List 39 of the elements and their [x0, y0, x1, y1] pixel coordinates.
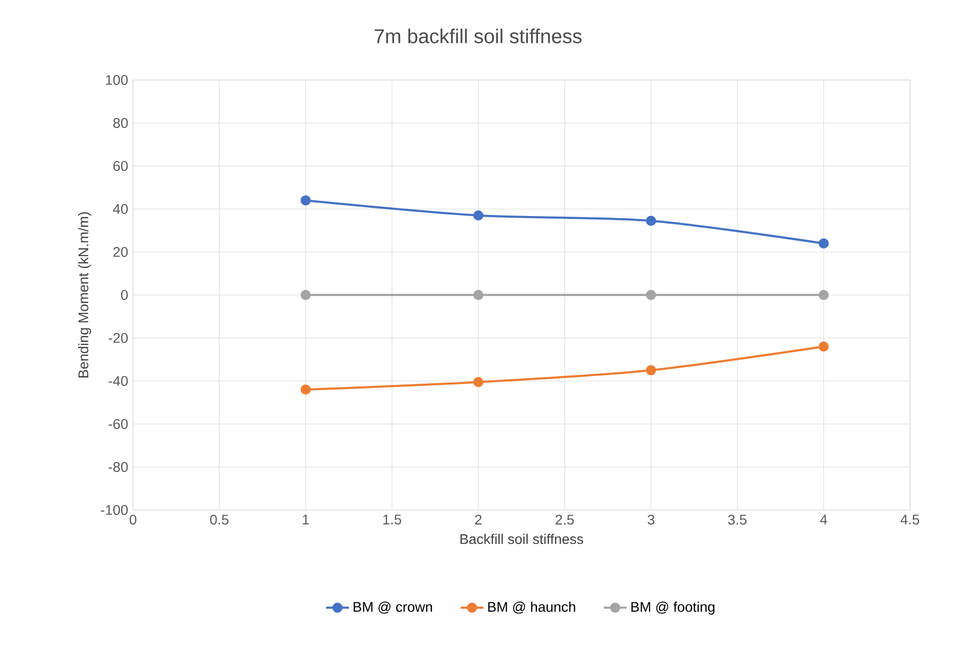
- point: [300, 384, 311, 395]
- point: [473, 376, 484, 388]
- chart-title: 7m backfill soil stiffness: [374, 28, 582, 44]
- point: [646, 290, 656, 300]
- y-tick-label: -60: [108, 419, 128, 429]
- point: [300, 195, 311, 206]
- point: [818, 290, 829, 300]
- point: [818, 342, 829, 352]
- x-axis-title: Backfill soil stiffness: [460, 534, 584, 544]
- y-tick-label: -20: [108, 333, 128, 343]
- x-tick-label: 4: [820, 514, 828, 524]
- y-tick-label: 20: [113, 247, 128, 257]
- x-tick-label: 3: [648, 514, 654, 525]
- point: [473, 210, 484, 221]
- x-tick-label: 3.5: [728, 514, 746, 525]
- x-tick-label: 2.5: [556, 514, 574, 525]
- y-tick-label: 60: [113, 161, 128, 171]
- y-tick-label: -80: [108, 462, 128, 472]
- x-tick-label: 2: [475, 514, 482, 524]
- y-axis-title: Bending Moment (kN.m/m): [78, 212, 92, 378]
- x-tick-label: 0.5: [210, 514, 228, 525]
- point: [818, 238, 829, 248]
- legend-label: BM @ crown: [354, 602, 432, 614]
- x-tick-label: 1: [302, 514, 309, 524]
- x-tick-label: 4.5: [900, 514, 920, 524]
- y-tick-label: -40: [108, 376, 128, 386]
- y-tick-label: 40: [113, 204, 128, 214]
- y-tick-label: 80: [113, 118, 128, 128]
- point: [646, 365, 656, 376]
- x-tick-label: 1.5: [383, 514, 402, 524]
- y-tick-label: 0: [121, 290, 128, 300]
- y-tick-label: 100: [106, 75, 128, 85]
- legend-label: BM @ footing: [631, 602, 714, 615]
- x-tick-label: 0: [130, 514, 136, 525]
- y-tick-label: -100: [100, 505, 128, 515]
- point: [300, 290, 311, 300]
- point: [473, 290, 484, 300]
- point: [646, 216, 656, 226]
- legend-label: BM @ haunch: [488, 602, 576, 614]
